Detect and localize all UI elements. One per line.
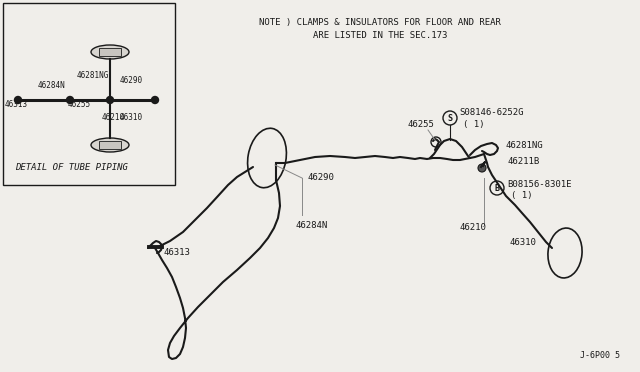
Text: J-6P00 5: J-6P00 5 [580,351,620,360]
Text: S08146-6252G: S08146-6252G [459,108,524,117]
Text: ARE LISTED IN THE SEC.173: ARE LISTED IN THE SEC.173 [313,31,447,39]
Ellipse shape [91,45,129,59]
Circle shape [431,137,441,147]
Text: B: B [495,183,499,192]
Text: 46290: 46290 [120,76,143,85]
Text: 46290: 46290 [308,173,335,182]
Text: 46313: 46313 [164,248,191,257]
Text: 46310: 46310 [510,238,537,247]
Ellipse shape [248,128,287,188]
Text: ( 1): ( 1) [511,191,532,200]
Bar [99,48,120,56]
Text: 46210: 46210 [460,223,487,232]
Circle shape [67,96,74,103]
Text: 46255: 46255 [408,120,435,129]
Text: 46281NG: 46281NG [505,141,543,150]
Bar [3,3,175,185]
Text: DETAIL OF TUBE PIPING: DETAIL OF TUBE PIPING [15,163,128,172]
Bar [99,141,120,149]
Text: 46284N: 46284N [38,81,66,90]
Text: B08156-8301E: B08156-8301E [507,180,572,189]
Circle shape [443,111,457,125]
Text: 46310: 46310 [120,113,143,122]
Text: 46255: 46255 [68,100,91,109]
Circle shape [152,96,159,103]
Text: S: S [447,113,452,122]
Ellipse shape [548,228,582,278]
Text: 46284N: 46284N [296,221,328,230]
Text: 46211B: 46211B [508,157,540,166]
Text: 46313: 46313 [5,100,28,109]
Ellipse shape [91,138,129,152]
Text: NOTE ) CLAMPS & INSULATORS FOR FLOOR AND REAR: NOTE ) CLAMPS & INSULATORS FOR FLOOR AND… [259,17,501,26]
Text: 46281NG: 46281NG [77,71,109,80]
Circle shape [478,164,486,172]
Circle shape [15,96,22,103]
Text: 46210: 46210 [102,113,125,122]
Circle shape [106,96,113,103]
Text: ( 1): ( 1) [463,120,484,129]
Circle shape [490,181,504,195]
